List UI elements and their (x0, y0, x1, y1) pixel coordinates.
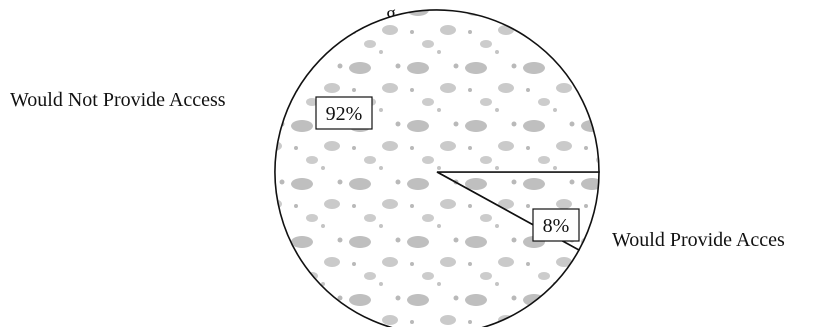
legend-label-would-not-provide-access: Would Not Provide Access (10, 89, 226, 111)
slice-value-label-would-provide-access: 8% (543, 215, 570, 237)
legend-label-would-provide-access: Would Provide Acces (612, 229, 785, 251)
pie-slice-would-not-provide-access (274, 9, 600, 332)
label-box-would-provide-access (532, 208, 580, 242)
chart-title-fragment: g (386, 3, 396, 25)
label-box-would-not-provide-access (315, 96, 373, 130)
slice-value-label-would-not-provide-access: 92% (326, 103, 363, 125)
